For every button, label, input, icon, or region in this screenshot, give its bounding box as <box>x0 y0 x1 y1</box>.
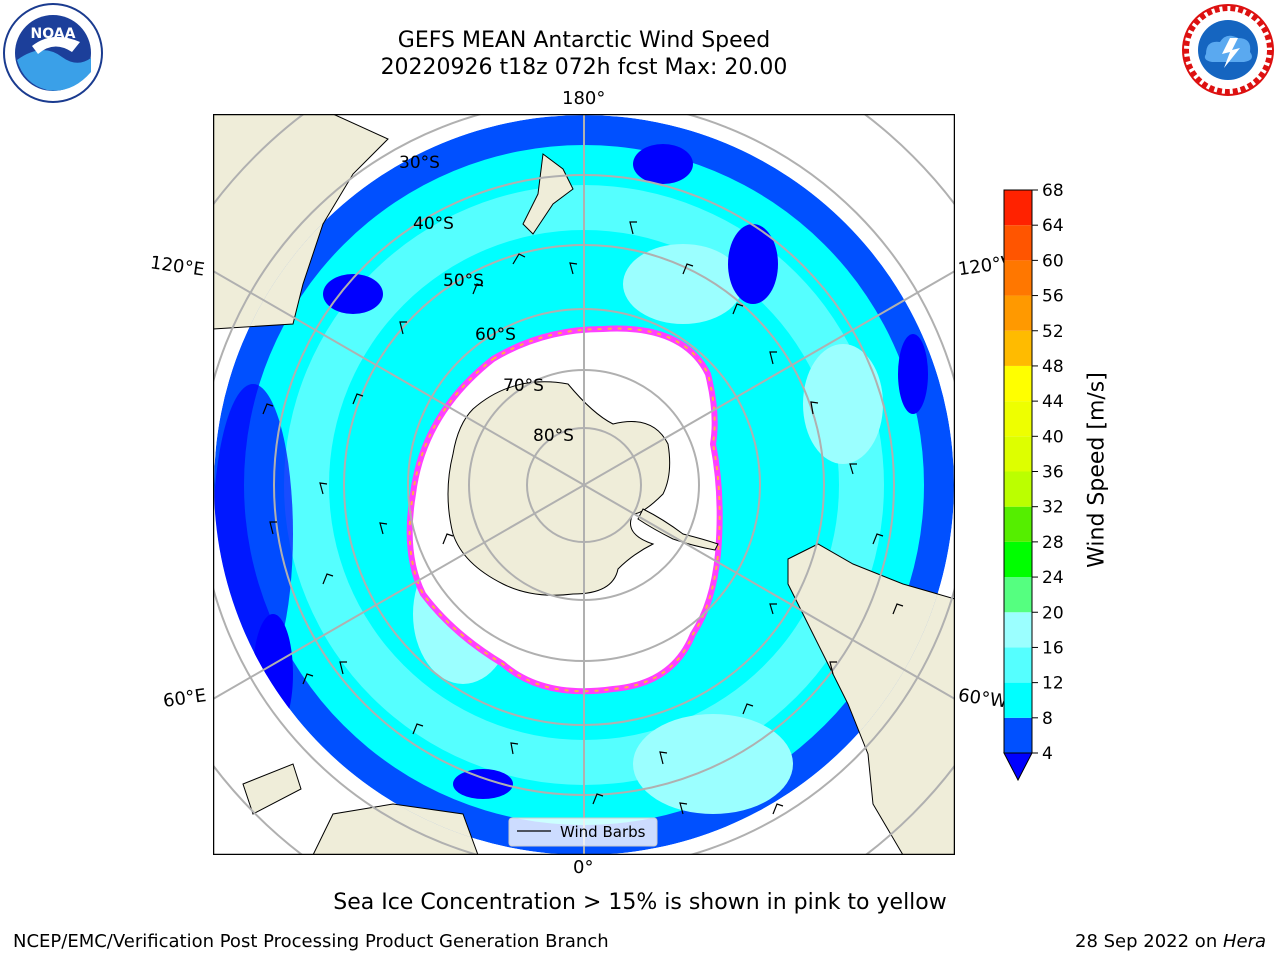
colorbar-segment <box>1004 471 1032 507</box>
colorbar-tick-label: 32 <box>1042 498 1064 518</box>
colorbar-tick-label: 56 <box>1042 287 1064 307</box>
lat-label-70s: 70°S <box>503 376 544 396</box>
colorbar-segment <box>1004 541 1032 578</box>
polar-map: 30°S 40°S 50°S 60°S 70°S 80°S Wind Barbs <box>213 114 955 855</box>
colorbar-tick-label: 20 <box>1042 603 1064 623</box>
colorbar-segment <box>1004 330 1032 366</box>
colorbar-tick-label: 40 <box>1042 427 1064 447</box>
lat-label-50s: 50°S <box>443 271 484 291</box>
colorbar-tick-label: 16 <box>1042 638 1064 658</box>
graticule <box>213 114 955 855</box>
lat-label-60s: 60°S <box>475 325 516 345</box>
land-new-zealand <box>522 153 574 235</box>
colorbar-tick-label: 8 <box>1042 709 1053 729</box>
footer-date-text: 28 Sep 2022 on <box>1075 931 1223 952</box>
colorbar-segment <box>1004 260 1032 296</box>
map-legend: Wind Barbs <box>508 817 658 847</box>
colorbar-segment <box>1004 577 1032 613</box>
colorbar-segment <box>1004 295 1032 331</box>
footer-credit: NCEP/EMC/Verification Post Processing Pr… <box>13 931 609 952</box>
legend-label: Wind Barbs <box>560 823 646 841</box>
sea-ice-caption: Sea Ice Concentration > 15% is shown in … <box>333 890 947 915</box>
chart-title-line2: 20220926 t18z 072h fcst Max: 20.00 <box>380 55 788 80</box>
colorbar-tick-label: 12 <box>1042 674 1064 694</box>
land-antarctica <box>447 381 671 596</box>
colorbar-tick-label: 28 <box>1042 533 1064 553</box>
colorbar-tick-label: 44 <box>1042 392 1064 412</box>
colorbar-segment <box>1004 506 1032 542</box>
colorbar-tick-label: 48 <box>1042 357 1064 377</box>
noaa-logo-icon: NOAA <box>3 3 103 103</box>
lon-label-0: 0° <box>573 857 594 878</box>
colorbar-segment <box>1004 401 1032 437</box>
colorbar-tick-label: 24 <box>1042 568 1064 588</box>
lon-label-60e: 60°E <box>161 685 208 712</box>
colorbar-segment <box>1004 682 1032 718</box>
lat-label-40s: 40°S <box>413 214 454 234</box>
wind-barbs <box>262 221 904 815</box>
nws-logo-icon <box>1182 4 1274 96</box>
colorbar-segment <box>1004 647 1032 683</box>
lat-label-80s: 80°S <box>533 426 574 446</box>
lon-label-180: 180° <box>562 88 606 109</box>
colorbar-extend-min <box>1003 752 1033 782</box>
colorbar-segment <box>1004 612 1032 648</box>
land-madagascar <box>242 763 302 815</box>
colorbar-tick-label: 36 <box>1042 463 1064 483</box>
footer-host: Hera <box>1222 931 1266 952</box>
colorbar-tick-label: 64 <box>1042 216 1064 236</box>
colorbar-tick-label: 60 <box>1042 251 1064 271</box>
colorbar-segment <box>1004 365 1032 402</box>
colorbar-segment <box>1004 717 1032 753</box>
footer-date: 28 Sep 2022 on Hera <box>1075 931 1266 952</box>
colorbar-segment <box>1004 436 1032 472</box>
colorbar-segment <box>1004 225 1032 261</box>
colorbar-segment <box>1004 190 1032 226</box>
chart-title-line1: GEFS MEAN Antarctic Wind Speed <box>397 28 771 53</box>
noaa-logo-text: NOAA <box>31 26 76 42</box>
lat-label-30s: 30°S <box>399 153 440 173</box>
colorbar-label: Wind Speed [m/s] <box>1084 372 1110 568</box>
colorbar-tick-label: 68 <box>1042 181 1064 201</box>
lon-label-120e: 120°E <box>148 252 206 281</box>
land-antarctic-peninsula <box>637 508 719 551</box>
colorbar-tick-label: 52 <box>1042 322 1064 342</box>
colorbar-tick-label: 4 <box>1042 744 1053 764</box>
